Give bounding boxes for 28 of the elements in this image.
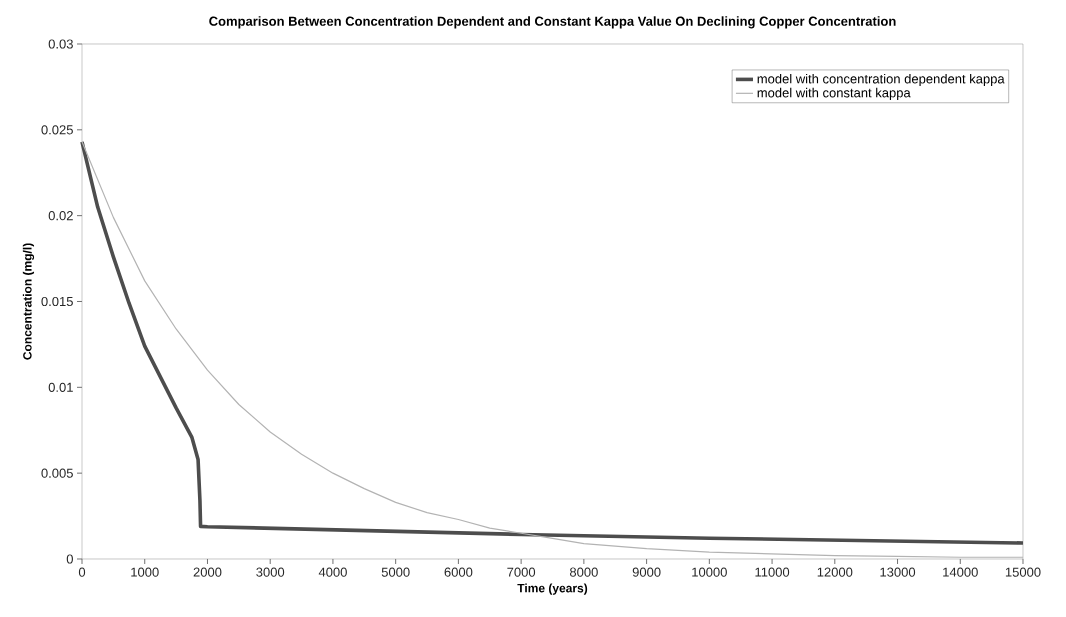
x-axis-title: Time (years) [517, 583, 588, 595]
x-tick-label: 9000 [632, 567, 661, 577]
x-tick-label: 3000 [256, 567, 285, 577]
y-axis-title: Concentration (mg/l) [22, 243, 35, 360]
x-tick-label: 11000 [755, 567, 790, 577]
x-tick-label: 13000 [880, 567, 916, 577]
y-tick-label: 0.03 [48, 39, 73, 49]
y-tick-label: 0.015 [41, 296, 73, 307]
x-tick-label: 10000 [692, 567, 727, 577]
x-tick-label: 4000 [318, 567, 347, 577]
legend-label: model with concentration dependent kappa [757, 73, 1005, 87]
x-tick-label: 1000 [131, 567, 159, 577]
y-tick-label: 0.02 [48, 211, 73, 221]
y-tick-label: 0 [66, 554, 73, 564]
chart-title: Comparison Between Concentration Dependent and Constant Kappa Value On Declining Copper Concentration [209, 16, 896, 29]
x-tick-label: 15000 [1005, 567, 1041, 577]
x-tick-label: 8000 [569, 567, 598, 577]
x-tick-label: 2000 [193, 567, 222, 577]
x-tick-label: 6000 [444, 567, 473, 577]
y-tick-label: 0.025 [41, 125, 73, 135]
x-tick-label: 0 [78, 567, 86, 577]
y-tick-label: 0.005 [41, 468, 73, 478]
legend-label: model with constant kappa [757, 87, 911, 100]
x-tick-label: 14000 [943, 567, 978, 577]
x-tick-label: 5000 [381, 567, 410, 577]
x-tick-label: 7000 [507, 567, 536, 577]
y-tick-label: 0.01 [48, 382, 73, 392]
x-tick-label: 12000 [817, 567, 853, 577]
